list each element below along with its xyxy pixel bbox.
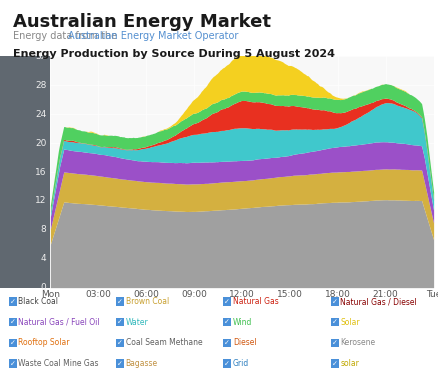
Text: Natural Gas / Fuel Oil: Natural Gas / Fuel Oil (18, 318, 100, 327)
Text: 20: 20 (35, 139, 46, 148)
Text: ✓: ✓ (117, 299, 123, 305)
Text: 16: 16 (35, 168, 46, 176)
Text: Solar: Solar (340, 318, 360, 327)
Text: Natural Gas / Diesel: Natural Gas / Diesel (340, 297, 417, 306)
Text: ✓: ✓ (117, 319, 123, 325)
Text: ✓: ✓ (10, 319, 16, 325)
Text: Natural Gas: Natural Gas (233, 297, 279, 306)
Text: Coal Seam Methane: Coal Seam Methane (126, 338, 202, 347)
Text: Water: Water (126, 318, 148, 327)
Text: Energy data from the: Energy data from the (13, 31, 120, 41)
Text: ✓: ✓ (10, 299, 16, 305)
Text: Australian Energy Market: Australian Energy Market (13, 13, 271, 31)
Text: Energy Production by Source During 5 August 2024: Energy Production by Source During 5 Aug… (13, 49, 335, 59)
Text: ✓: ✓ (224, 361, 230, 367)
Text: ✓: ✓ (332, 299, 338, 305)
Text: Brown Coal: Brown Coal (126, 297, 169, 306)
Text: 28: 28 (35, 81, 46, 90)
Text: Waste Coal Mine Gas: Waste Coal Mine Gas (18, 359, 99, 368)
Text: Australian Energy Market Operator: Australian Energy Market Operator (68, 31, 238, 41)
Text: Wind: Wind (233, 318, 252, 327)
Bar (0, 56, 50, 288)
Text: 24: 24 (35, 110, 46, 119)
Text: ✓: ✓ (332, 319, 338, 325)
Text: ✓: ✓ (224, 299, 230, 305)
Text: ✓: ✓ (224, 319, 230, 325)
Text: Rooftop Solar: Rooftop Solar (18, 338, 70, 347)
Text: 4: 4 (41, 254, 46, 263)
Text: ✓: ✓ (10, 361, 16, 367)
Text: ✓: ✓ (332, 361, 338, 367)
Text: 12: 12 (35, 196, 46, 205)
Text: ✓: ✓ (224, 340, 230, 346)
Text: Black Coal: Black Coal (18, 297, 58, 306)
Text: 0: 0 (41, 283, 46, 292)
Text: Bagasse: Bagasse (126, 359, 158, 368)
Text: ✓: ✓ (117, 361, 123, 367)
Text: 32: 32 (35, 52, 46, 61)
Text: solar: solar (340, 359, 359, 368)
Text: ✓: ✓ (10, 340, 16, 346)
Text: 8: 8 (41, 225, 46, 234)
Text: Diesel: Diesel (233, 338, 257, 347)
Text: Kerosene: Kerosene (340, 338, 375, 347)
Y-axis label: Dispatchable GW: Dispatchable GW (36, 139, 45, 205)
Text: ✓: ✓ (117, 340, 123, 346)
Text: Grid: Grid (233, 359, 249, 368)
Text: ✓: ✓ (332, 340, 338, 346)
